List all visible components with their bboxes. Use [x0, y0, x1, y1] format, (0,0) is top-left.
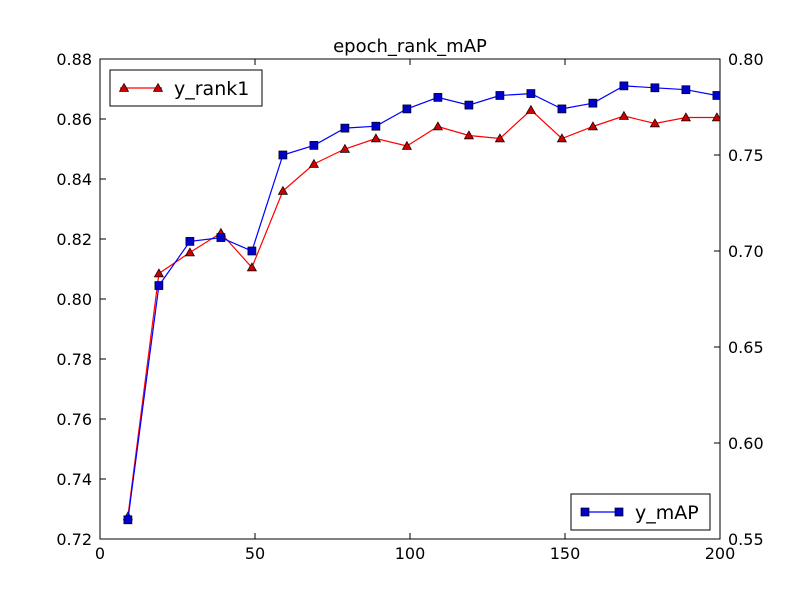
data-point-y-rank1 [184, 247, 196, 257]
legend-y-rank1: y_rank1 [109, 69, 263, 107]
data-point-y-map [309, 141, 319, 150]
data-point-y-rank1 [649, 118, 661, 128]
legend-label: y_mAP [635, 502, 699, 524]
data-point-y-map [278, 150, 288, 160]
data-point-y-map [185, 237, 195, 246]
data-point-y-map [681, 85, 691, 95]
y-left-tick-label: 0.74 [56, 470, 92, 489]
legend-marker [152, 82, 164, 92]
data-point-y-rank1 [463, 130, 475, 140]
y-right-tick-label: 0.60 [728, 434, 764, 453]
data-point-y-rank1 [587, 121, 599, 131]
data-point-y-map [402, 104, 412, 114]
y-right-tick-label: 0.75 [728, 146, 764, 165]
legend-marker [614, 507, 624, 517]
data-point-y-map [526, 89, 536, 98]
data-point-y-rank1 [525, 104, 537, 114]
data-point-y-map [123, 515, 133, 525]
data-point-y-rank1 [494, 133, 506, 143]
data-point-y-rank1 [370, 133, 382, 143]
y-left-tick-label: 0.86 [56, 110, 92, 129]
y-left-tick-label: 0.80 [56, 290, 92, 309]
data-point-y-rank1 [680, 112, 692, 122]
data-point-y-rank1 [711, 112, 720, 122]
legend-y-map: y_mAP [570, 493, 711, 531]
y-left-tick-label: 0.84 [56, 170, 92, 189]
data-point-y-rank1 [618, 110, 630, 120]
data-point-y-map [247, 246, 257, 256]
data-point-y-rank1 [401, 140, 413, 150]
data-point-y-map [619, 81, 629, 91]
y-right-tick-label: 0.55 [728, 530, 764, 549]
x-tick-label: 100 [395, 544, 426, 563]
legend-label: y_rank1 [174, 78, 249, 100]
data-point-y-rank1 [153, 268, 165, 278]
y-right-tick-label: 0.70 [728, 242, 764, 261]
data-point-y-rank1 [339, 143, 351, 153]
y-right-tick-label: 0.65 [728, 338, 764, 357]
legend-marker [118, 82, 130, 92]
x-tick-label: 200 [705, 544, 736, 563]
data-point-y-rank1 [432, 121, 444, 131]
data-point-y-map [433, 93, 443, 102]
plot-area: 0 50 100 150 200 0.72 0.74 0.76 0.78 0.80 0.82 0.84… [56, 50, 763, 563]
y-left-tick-label: 0.88 [56, 50, 92, 69]
data-point-y-rank1 [246, 262, 258, 272]
y-left-tick-label: 0.72 [56, 530, 92, 549]
series-line-y-rank1 [127, 109, 717, 517]
data-point-y-rank1 [277, 185, 289, 195]
data-point-y-map [712, 91, 720, 100]
x-tick-label: 0 [95, 544, 105, 563]
legend-marker [580, 507, 590, 517]
data-point-y-map [557, 104, 567, 114]
series-y-rank1 [122, 104, 720, 521]
y-left-tick-label: 0.78 [56, 350, 92, 369]
y-left-tick-label: 0.82 [56, 230, 92, 249]
series-y-map [123, 81, 720, 525]
data-point-y-map [216, 233, 226, 242]
x-tick-label: 150 [550, 544, 581, 563]
data-point-y-map [340, 123, 350, 133]
x-tick-label: 50 [245, 544, 265, 563]
y-right-tick-label: 0.80 [728, 50, 764, 69]
data-point-y-map [464, 100, 474, 110]
data-point-y-map [495, 91, 505, 100]
data-point-y-map [650, 83, 660, 93]
y-left-tick-label: 0.76 [56, 410, 92, 429]
data-point-y-rank1 [308, 158, 320, 168]
data-point-y-map [588, 98, 598, 108]
chart-title: epoch_rank_mAP [333, 36, 487, 57]
data-point-y-map [371, 121, 381, 131]
series-line-y-map [127, 85, 718, 520]
data-point-y-map [154, 281, 164, 290]
data-point-y-rank1 [556, 133, 568, 143]
